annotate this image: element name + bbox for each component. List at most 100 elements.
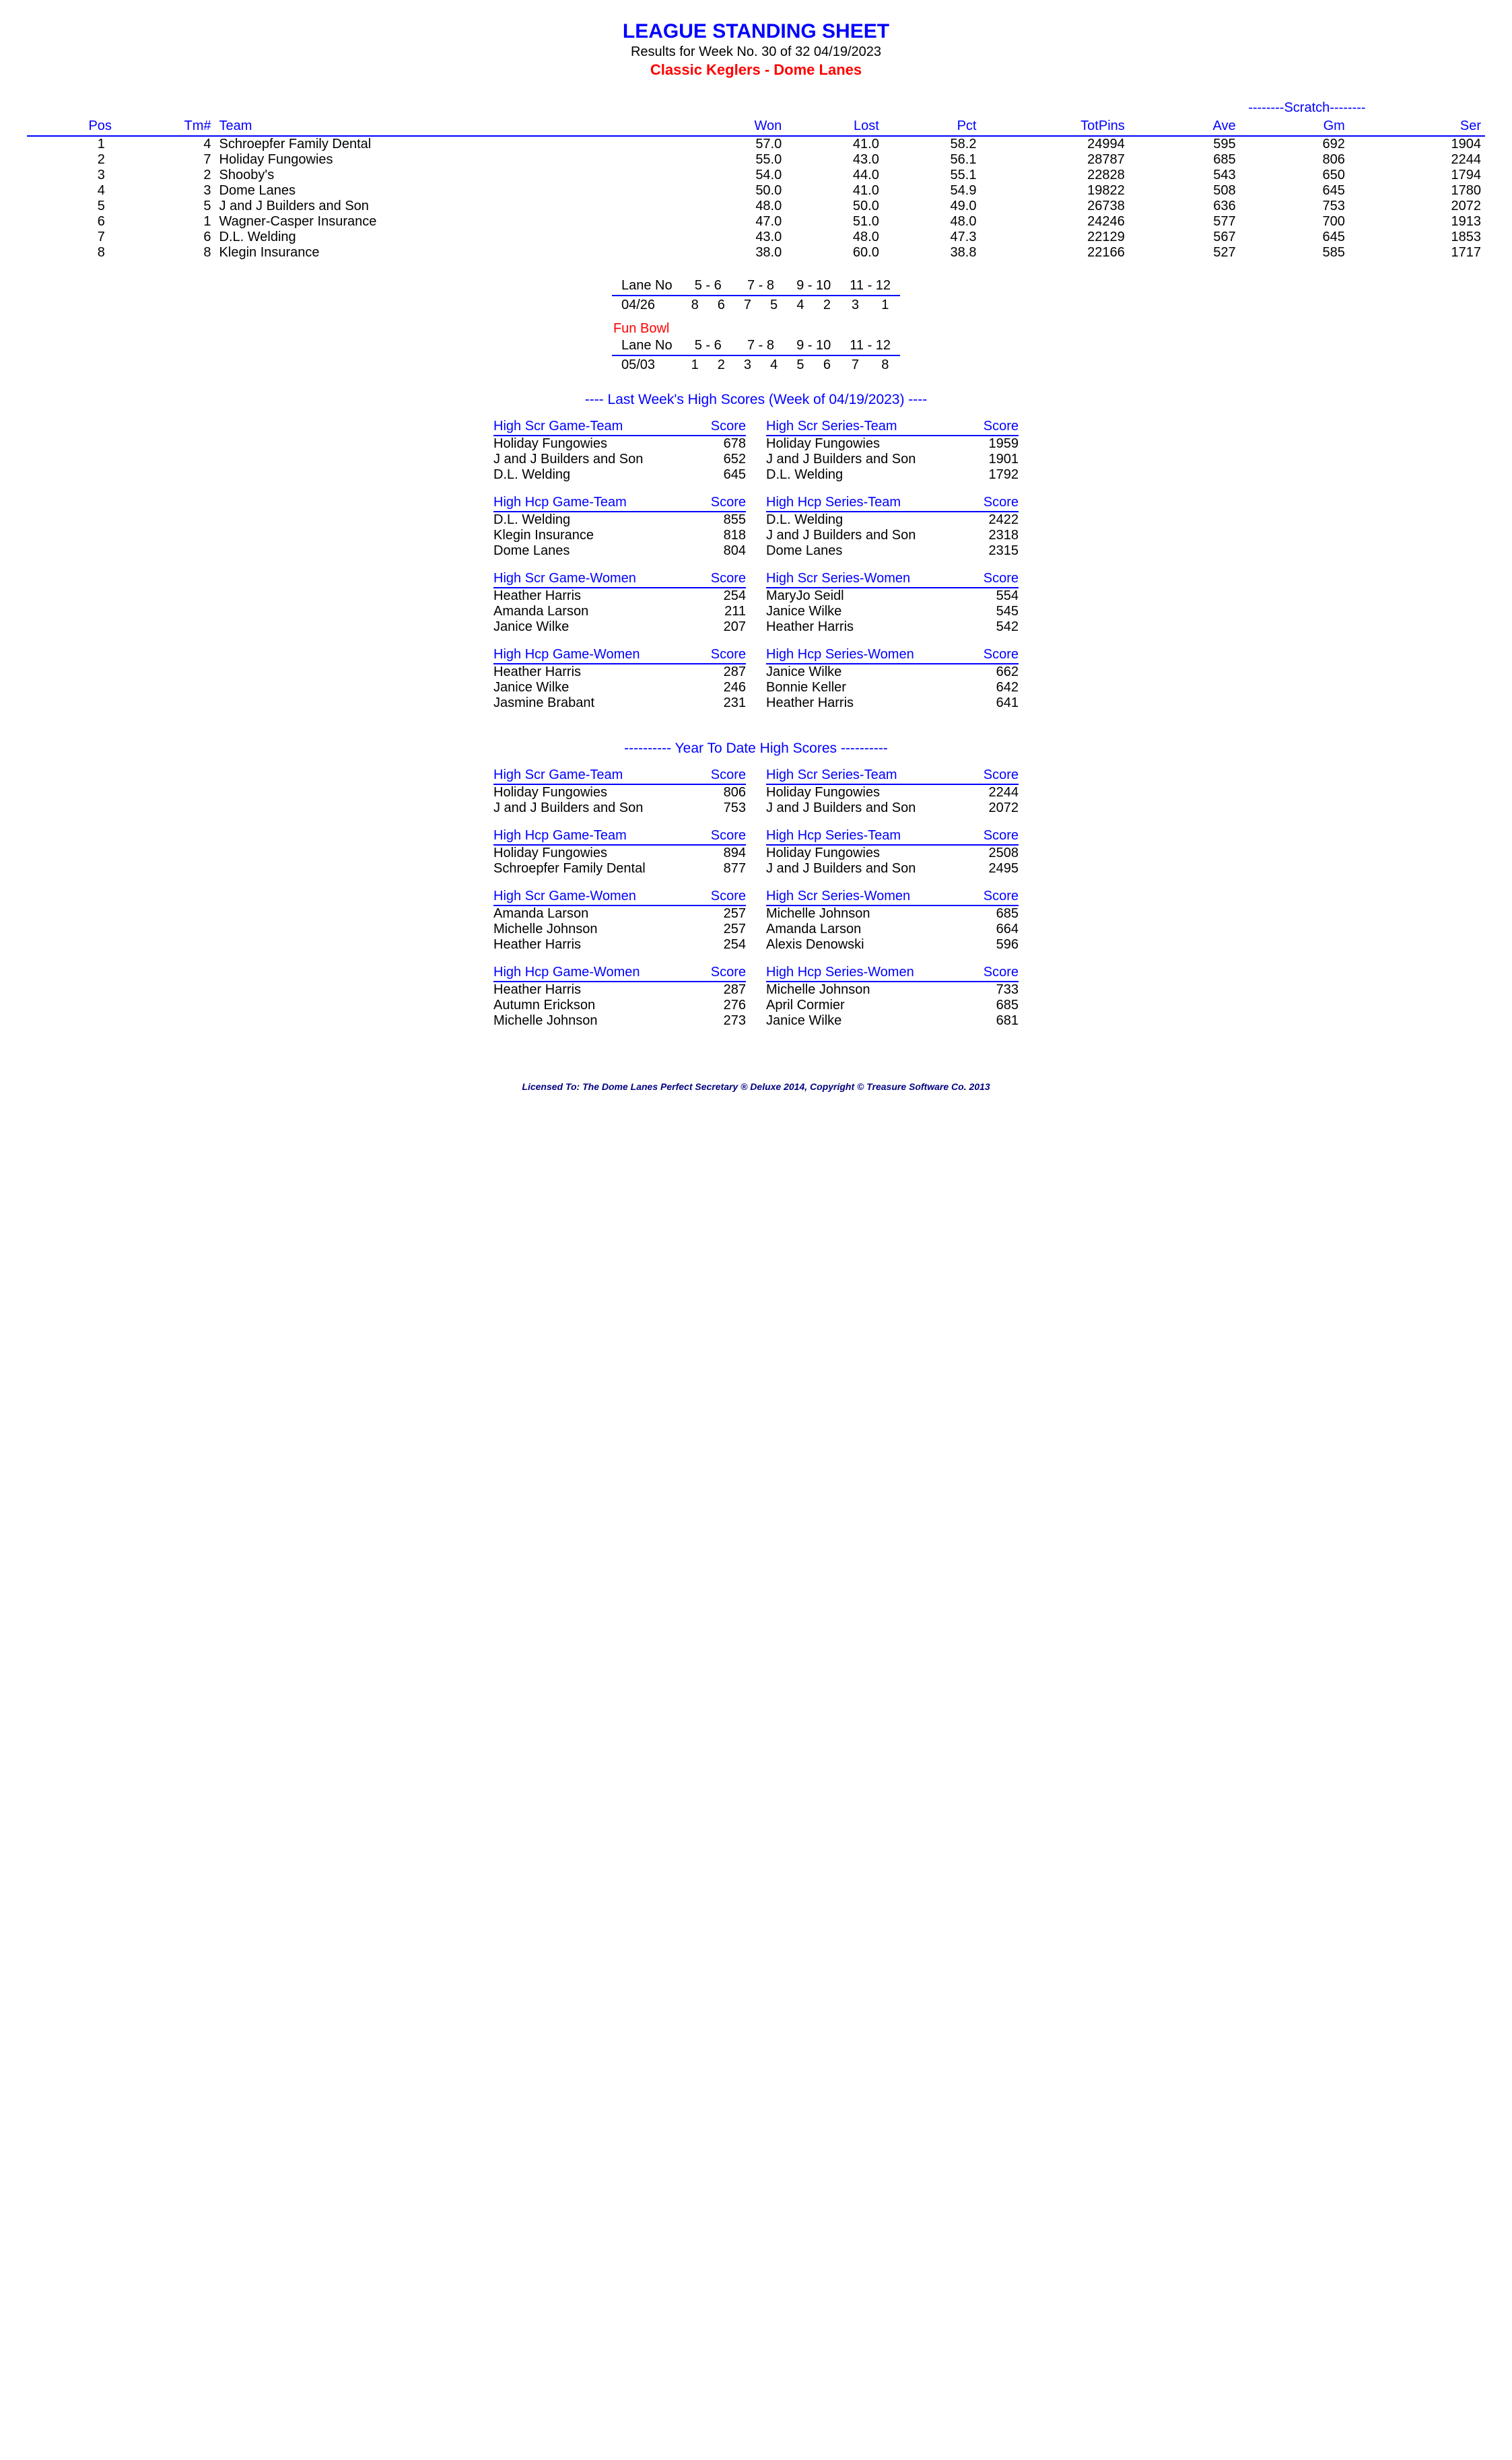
score-label: Score (984, 965, 1019, 980)
score-label: Score (984, 419, 1019, 434)
score-block: High Scr Game-TeamScoreHoliday Fungowies… (493, 767, 746, 816)
ytd-grid: High Scr Game-Team Score Holiday Fungowies… (493, 767, 1019, 1041)
page-title: LEAGUE STANDING SHEET (27, 20, 1485, 43)
score-row: Janice Wilke681 (766, 1013, 1019, 1029)
score-block: High Hcp Series-Team Score D.L. Welding242… (766, 495, 1019, 559)
score-block-title: High Hcp Series-Team (766, 828, 901, 844)
score-row: Heather Harris287 (493, 664, 746, 680)
score-block: High Hcp Series-Women Score Michelle Johns… (766, 965, 1019, 1029)
last-week-grid: High Scr Game-Team Score Holiday Fungowies… (493, 419, 1019, 723)
score-block: High Hcp Game-TeamScoreD.L. Welding855Kl… (493, 495, 746, 559)
score-block: High Scr Game-Team Score Holiday Fungowies… (493, 419, 746, 483)
score-row: Amanda Larson211 (493, 604, 746, 619)
score-label: Score (984, 571, 1019, 586)
score-row: Bonnie Keller642 (766, 680, 1019, 695)
score-label: Score (711, 965, 746, 980)
score-row: Klegin Insurance818 (493, 528, 746, 543)
score-row: Heather Harris287 (493, 982, 746, 998)
scratch-label: --------Scratch-------- (1129, 99, 1485, 117)
standings-col-lost: Lost (786, 117, 883, 136)
score-label: Score (711, 419, 746, 434)
score-row: Holiday Fungowies2508 (766, 846, 1019, 861)
score-row: Michelle Johnson733 (766, 982, 1019, 998)
score-block-title: High Hcp Game-Team (493, 495, 627, 510)
score-block-title: High Scr Series-Team (766, 767, 897, 783)
ytd-title: ---------- Year To Date High Scores ----… (27, 741, 1485, 757)
score-label: Score (984, 828, 1019, 844)
score-row: J and J Builders and Son753 (493, 800, 746, 816)
standings-col-won: Won (685, 117, 786, 136)
score-row: Janice Wilke246 (493, 680, 746, 695)
score-label: Score (984, 767, 1019, 783)
score-label: Score (984, 495, 1019, 510)
score-row: Holiday Fungowies1959 (766, 436, 1019, 452)
score-block-title: High Scr Game-Women (493, 571, 636, 586)
score-block: High Hcp Game-WomenScoreHeather Harris28… (493, 965, 746, 1029)
fun-bowl-label: Fun Bowl (612, 321, 900, 337)
score-block-title: High Hcp Series-Women (766, 965, 914, 980)
score-row: Schroepfer Family Dental877 (493, 861, 746, 877)
score-row: Heather Harris254 (493, 588, 746, 604)
score-row: D.L. Welding2422 (766, 512, 1019, 528)
standings-row: 27Holiday Fungowies55.043.056.1287876858… (27, 152, 1485, 168)
score-row: J and J Builders and Son652 (493, 452, 746, 467)
score-block: High Scr Game-Women Score Heather Harris25… (493, 571, 746, 635)
standings-col-gm: Gm (1240, 117, 1349, 136)
score-block: High Scr Series-TeamScoreHoliday Fungowi… (766, 419, 1019, 483)
standings-row: 14Schroepfer Family Dental57.041.058.224… (27, 136, 1485, 152)
score-label: Score (711, 828, 746, 844)
score-row: Alexis Denowski596 (766, 937, 1019, 953)
standings-col-pct: Pct (883, 117, 981, 136)
score-row: Jasmine Brabant231 (493, 695, 746, 711)
score-row: Amanda Larson257 (493, 906, 746, 922)
score-row: D.L. Welding855 (493, 512, 746, 528)
score-block: High Hcp Game-Women Score Heather Harris28… (493, 647, 746, 711)
standings-header-row: PosTm#TeamWonLostPctTotPinsAveGmSer (27, 117, 1485, 136)
score-block: High Hcp Series-WomenScoreJanice Wilke66… (766, 647, 1019, 711)
score-row: Dome Lanes2315 (766, 543, 1019, 559)
score-row: April Cormier685 (766, 998, 1019, 1013)
score-row: J and J Builders and Son1901 (766, 452, 1019, 467)
score-row: MaryJo Seidl554 (766, 588, 1019, 604)
standings-col-ave: Ave (1129, 117, 1240, 136)
score-block-title: High Scr Game-Women (493, 889, 636, 904)
score-row: Holiday Fungowies678 (493, 436, 746, 452)
score-label: Score (711, 571, 746, 586)
page-subtitle: Results for Week No. 30 of 32 04/19/2023 (27, 44, 1485, 60)
score-block: High Scr Series-WomenScoreMaryJo Seidl55… (766, 571, 1019, 635)
score-row: Amanda Larson664 (766, 922, 1019, 937)
score-row: Michelle Johnson685 (766, 906, 1019, 922)
lane-block: Lane No5 - 67 - 89 - 1011 - 1204/2686754… (612, 277, 900, 314)
score-row: J and J Builders and Son2072 (766, 800, 1019, 816)
score-row: Holiday Fungowies2244 (766, 785, 1019, 800)
score-block-title: High Scr Game-Team (493, 419, 623, 434)
score-row: J and J Builders and Son2318 (766, 528, 1019, 543)
standings-row: 61Wagner-Casper Insurance47.051.048.0242… (27, 214, 1485, 230)
score-row: Janice Wilke207 (493, 619, 746, 635)
score-row: Dome Lanes804 (493, 543, 746, 559)
standings-col-totpins: TotPins (980, 117, 1128, 136)
standings-row: 88Klegin Insurance38.060.038.82216652758… (27, 245, 1485, 261)
score-block-title: High Scr Series-Women (766, 889, 910, 904)
score-row: Michelle Johnson257 (493, 922, 746, 937)
score-block-title: High Hcp Series-Team (766, 495, 901, 510)
score-row: Holiday Fungowies806 (493, 785, 746, 800)
score-label: Score (984, 889, 1019, 904)
score-row: Janice Wilke545 (766, 604, 1019, 619)
score-row: Michelle Johnson273 (493, 1013, 746, 1029)
score-label: Score (711, 647, 746, 662)
score-row: J and J Builders and Son2495 (766, 861, 1019, 877)
standings-col-pos: Pos (27, 117, 116, 136)
score-block-title: High Scr Game-Team (493, 767, 623, 783)
score-label: Score (711, 889, 746, 904)
league-name: Classic Keglers - Dome Lanes (27, 61, 1485, 79)
standings-row: 43Dome Lanes50.041.054.9198225086451780 (27, 183, 1485, 199)
standings-col-team: Team (215, 117, 685, 136)
score-row: Autumn Erickson276 (493, 998, 746, 1013)
score-row: D.L. Welding1792 (766, 467, 1019, 483)
last-week-title: ---- Last Week's High Scores (Week of 04… (27, 392, 1485, 408)
score-block: High Hcp Game-TeamScoreHoliday Fungowies… (493, 828, 746, 877)
standings-col-tm#: Tm# (116, 117, 215, 136)
score-block-title: High Hcp Game-Women (493, 647, 640, 662)
score-row: Janice Wilke662 (766, 664, 1019, 680)
